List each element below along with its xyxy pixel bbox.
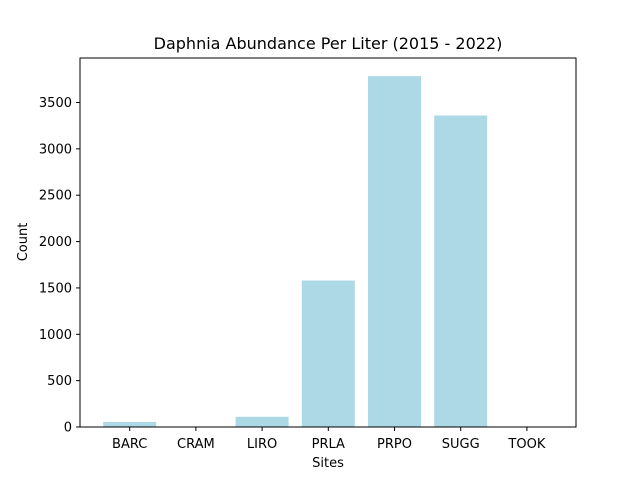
y-tick-label-1500: 1500	[39, 281, 72, 296]
x-tick-label-took: TOOK	[507, 437, 545, 452]
x-tick-label-prla: PRLA	[312, 437, 345, 452]
y-tick-label-500: 500	[47, 374, 72, 389]
x-tick-label-barc: BARC	[112, 437, 147, 452]
bar-prpo	[368, 76, 421, 427]
y-axis: 0 500 1000 1500 2000 2500 3000 3500	[39, 96, 80, 436]
x-axis-label: Sites	[312, 456, 344, 471]
bars-group	[103, 76, 488, 427]
x-axis: BARC CRAM LIRO PRLA PRPO SUGG TOOK	[112, 427, 546, 452]
bar-prla	[301, 280, 355, 427]
y-tick-label-3500: 3500	[39, 96, 72, 111]
y-tick-label-2000: 2000	[39, 235, 72, 250]
x-tick-label-cram: CRAM	[177, 437, 215, 452]
x-tick-label-liro: LIRO	[247, 437, 277, 452]
bar-barc	[103, 421, 157, 427]
x-tick-label-sugg: SUGG	[442, 437, 480, 452]
y-tick-label-2500: 2500	[39, 189, 72, 204]
x-tick-label-prpo: PRPO	[377, 437, 412, 452]
y-tick-label-0: 0	[64, 421, 72, 436]
y-axis-label: Count	[16, 223, 31, 262]
bar-sugg	[434, 115, 488, 427]
bar-liro	[235, 416, 289, 427]
y-tick-label-1000: 1000	[39, 328, 72, 343]
chart-title: Daphnia Abundance Per Liter (2015 - 2022…	[154, 34, 503, 53]
y-tick-label-3000: 3000	[39, 142, 72, 157]
